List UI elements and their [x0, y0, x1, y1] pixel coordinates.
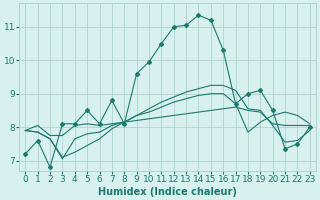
X-axis label: Humidex (Indice chaleur): Humidex (Indice chaleur): [98, 187, 237, 197]
